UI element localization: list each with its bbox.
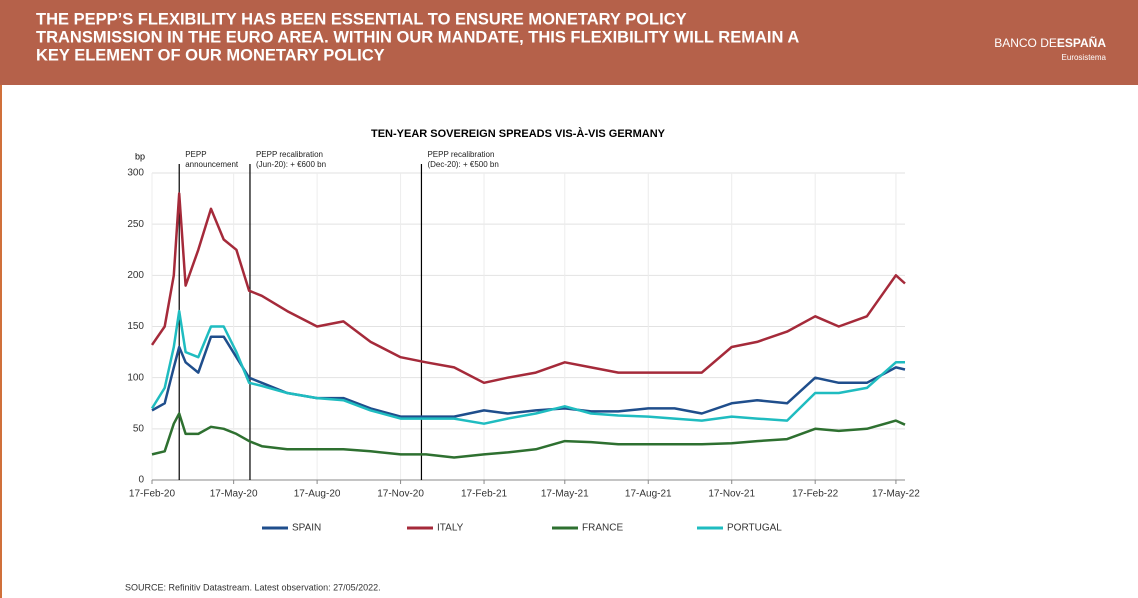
logo-light: BANCO DE [994,36,1057,50]
event-label: announcement [185,160,239,169]
series-line [151,335,906,418]
legend-label: PORTUGAL [727,523,782,534]
x-tick-label: 17-May-20 [210,489,258,500]
event-label: (Dec-20): + €500 bn [427,160,498,169]
legend-label: SPAIN [292,523,321,534]
event-label: PEPP recalibration [256,150,323,159]
logo-bold: ESPAÑA [1057,35,1106,50]
legend-label: FRANCE [582,523,623,534]
y-tick-label: 300 [127,168,144,179]
header-band [0,0,1138,85]
series-line [150,192,906,385]
series-line [151,412,906,459]
event-label: PEPP [185,150,206,159]
header-title: KEY ELEMENT OF OUR MONETARY POLICY [36,46,385,64]
y-tick-label: 150 [127,321,144,332]
y-tick-label: 200 [127,270,144,281]
x-tick-label: 17-Nov-21 [708,489,755,500]
y-tick-label: 50 [133,423,145,434]
source-note: SOURCE: Refinitiv Datastream. Latest obs… [125,582,381,592]
x-tick-label: 17-Nov-20 [377,489,424,500]
y-tick-label: 100 [127,372,144,383]
x-tick-label: 17-Feb-20 [129,489,176,500]
x-tick-label: 17-Feb-22 [792,489,839,500]
series-line [150,309,905,425]
x-tick-label: 17-Aug-20 [294,489,341,500]
x-tick-label: 17-May-21 [541,489,589,500]
event-label: PEPP recalibration [427,150,494,159]
header-title: TRANSMISSION IN THE EURO AREA. WITHIN OU… [36,28,799,46]
logo-sub: Eurosistema [1062,53,1107,62]
legend-label: ITALY [437,523,464,534]
header-title: THE PEPP’S FLEXIBILITY HAS BEEN ESSENTIA… [36,10,687,28]
x-tick-label: 17-Aug-21 [625,489,672,500]
logo: BANCO DEESPAÑA [994,35,1106,50]
y-tick-label: 0 [138,475,144,486]
y-tick-label: 250 [127,219,144,230]
y-axis-label: bp [135,151,145,161]
event-label: (Jun-20): + €600 bn [256,160,326,169]
x-tick-label: 17-May-22 [872,489,920,500]
x-tick-label: 17-Feb-21 [461,489,508,500]
chart-title: TEN-YEAR SOVEREIGN SPREADS VIS-À-VIS GER… [371,127,666,140]
